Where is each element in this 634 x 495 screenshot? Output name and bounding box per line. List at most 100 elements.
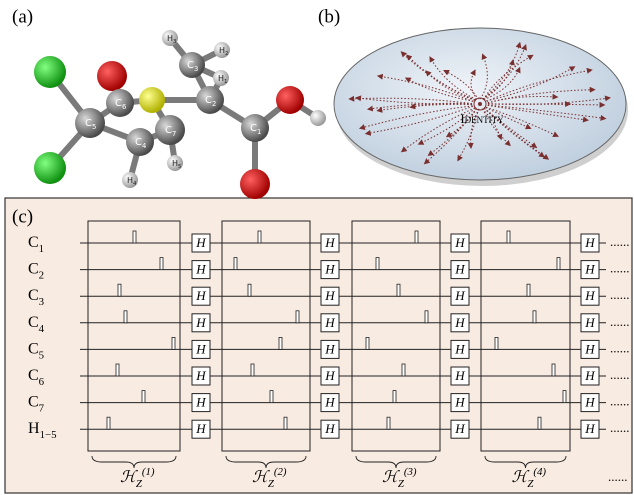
label-text: C bbox=[28, 260, 39, 277]
hadamard-label: H bbox=[324, 421, 335, 436]
label-text: C bbox=[187, 60, 194, 71]
pulse bbox=[296, 311, 299, 323]
label-sub: 4 bbox=[133, 181, 137, 187]
label-sub: Z bbox=[398, 478, 405, 490]
pulse bbox=[248, 284, 251, 296]
label-sub: 4 bbox=[39, 322, 45, 334]
pulse bbox=[133, 231, 136, 243]
label-sub: 2 bbox=[225, 51, 228, 57]
label-text: C bbox=[250, 123, 257, 134]
hadamard-label: H bbox=[454, 421, 465, 436]
label-sub: 1 bbox=[257, 128, 261, 136]
label-text: C bbox=[205, 95, 212, 106]
label-sub: 1 bbox=[39, 243, 44, 255]
atom bbox=[34, 56, 66, 88]
atom bbox=[276, 86, 304, 114]
pulse bbox=[279, 337, 282, 349]
hadamard-label: H bbox=[195, 235, 206, 250]
pulse bbox=[172, 337, 175, 349]
label-sub: 6 bbox=[39, 376, 45, 388]
label-sub: Z bbox=[268, 478, 275, 490]
label-text: C bbox=[135, 137, 142, 148]
hadamard-label: H bbox=[324, 341, 335, 356]
label-sup: (4) bbox=[533, 466, 546, 478]
panel-label: (b) bbox=[318, 6, 340, 27]
panel-label: (a) bbox=[12, 6, 33, 27]
ellipsis: ...... bbox=[608, 469, 628, 484]
hadamard-label: H bbox=[324, 368, 335, 383]
identity-point bbox=[478, 102, 482, 106]
label-sub: 3 bbox=[194, 65, 198, 73]
atom bbox=[310, 110, 326, 126]
pulse bbox=[142, 391, 145, 403]
pulse bbox=[533, 311, 536, 323]
hadamard-label: H bbox=[195, 288, 206, 303]
hadamard-label: H bbox=[195, 421, 206, 436]
hadamard-label: H bbox=[584, 395, 595, 410]
pulse bbox=[116, 364, 119, 376]
hadamard-label: H bbox=[584, 368, 595, 383]
label-sub: 2 bbox=[212, 100, 216, 108]
label-text: C bbox=[85, 118, 92, 129]
pulse bbox=[160, 258, 163, 270]
identity-label: Identity bbox=[460, 111, 504, 126]
hadamard-label: H bbox=[324, 235, 335, 250]
hadamard-label: H bbox=[454, 288, 465, 303]
label-text: C bbox=[115, 98, 122, 109]
hadamard-label: H bbox=[324, 262, 335, 277]
pulse bbox=[234, 258, 237, 270]
ellipsis: ...... bbox=[610, 234, 630, 249]
hadamard-label: H bbox=[454, 395, 465, 410]
label-sub: Z bbox=[527, 478, 534, 490]
hadamard-label: H bbox=[584, 288, 595, 303]
ellipsis: ...... bbox=[610, 394, 630, 409]
hadamard-label: H bbox=[324, 395, 335, 410]
ellipsis: ...... bbox=[610, 367, 630, 382]
hadamard-label: H bbox=[584, 315, 595, 330]
label-sub: 5 bbox=[178, 164, 181, 170]
ellipsis: ...... bbox=[610, 287, 630, 302]
label-sub: 3 bbox=[173, 39, 177, 45]
label-sup: (2) bbox=[274, 466, 287, 478]
atom bbox=[240, 169, 270, 199]
ellipsis: ...... bbox=[610, 314, 630, 329]
pulse bbox=[270, 391, 273, 403]
pulse bbox=[258, 231, 261, 243]
panel-c-background bbox=[5, 198, 632, 493]
label-sup: (1) bbox=[142, 466, 155, 478]
figure: (a) (b) (c) H3H2C3H1C6C5C2C7C4C1H5H4Iden… bbox=[0, 0, 634, 495]
pulse bbox=[402, 364, 405, 376]
pulse bbox=[425, 311, 428, 323]
pulse bbox=[527, 284, 530, 296]
pulse bbox=[552, 364, 555, 376]
label-sub: 3 bbox=[39, 296, 45, 308]
hadamard-label: H bbox=[195, 395, 206, 410]
pulse bbox=[557, 258, 560, 270]
pulse bbox=[366, 337, 369, 349]
pulse bbox=[507, 231, 510, 243]
label-sup: (3) bbox=[404, 466, 417, 478]
hadamard-label: H bbox=[584, 341, 595, 356]
pulse bbox=[393, 391, 396, 403]
label-sub: Z bbox=[136, 478, 143, 490]
label-text: C bbox=[28, 287, 39, 304]
pulse bbox=[415, 231, 418, 243]
label-sub: 2 bbox=[39, 269, 44, 281]
hadamard-label: H bbox=[324, 288, 335, 303]
label-sub: 1 bbox=[224, 79, 227, 85]
hadamard-label: H bbox=[454, 235, 465, 250]
label-sub: 6 bbox=[122, 103, 126, 111]
label-text: C bbox=[165, 125, 172, 136]
pulse bbox=[387, 417, 390, 429]
hadamard-label: H bbox=[454, 315, 465, 330]
label-text: C bbox=[28, 313, 39, 330]
hadamard-label: H bbox=[195, 262, 206, 277]
label-sub: 7 bbox=[172, 130, 176, 138]
panel-label: (c) bbox=[12, 206, 33, 227]
ellipsis: ...... bbox=[610, 340, 630, 355]
pulse bbox=[563, 391, 566, 403]
label-sub: 5 bbox=[92, 123, 96, 131]
ellipsis: ...... bbox=[610, 420, 630, 435]
label-text: C bbox=[28, 367, 39, 384]
label-sub: 1−5 bbox=[40, 429, 58, 441]
